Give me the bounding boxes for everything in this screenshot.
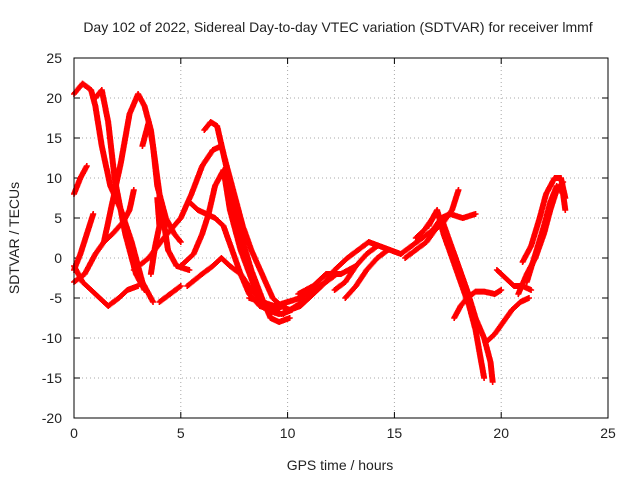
series-arc-j (156, 283, 184, 305)
y-tick-label: -5 (50, 290, 63, 306)
series-arc-x (425, 211, 496, 385)
y-axis-label: SDTVAR / TECUs (6, 182, 22, 294)
data-markers (71, 80, 569, 385)
x-tick-label: 0 (70, 425, 78, 441)
y-tick-label: -10 (42, 330, 62, 346)
y-tick-label: -15 (42, 370, 62, 386)
marker-trace (483, 295, 532, 345)
axis-ticks: 0 5 10 15 20 25 -20 -15 -10 -5 0 5 10 15 20 25 (42, 50, 616, 441)
series-arc-f (71, 263, 142, 309)
marker-trace (100, 91, 193, 273)
marker-trace (519, 175, 569, 265)
series-arc-s (331, 243, 381, 293)
y-tick-label: 20 (46, 90, 62, 106)
series-arc-l (201, 119, 293, 325)
marker-trace (451, 287, 505, 321)
y-tick-label: 25 (46, 50, 62, 66)
y-tick-label: -20 (42, 410, 62, 426)
marker-trace (342, 247, 391, 301)
x-tick-label: 10 (280, 425, 296, 441)
marker-trace (201, 119, 293, 325)
series-arc-y (451, 287, 505, 321)
y-tick-label: 15 (46, 130, 62, 146)
x-tick-label: 15 (387, 425, 403, 441)
series-arc-r (295, 263, 359, 297)
x-axis-label: GPS time / hours (287, 457, 394, 473)
chart-title: Day 102 of 2022, Sidereal Day-to-day VTE… (83, 19, 592, 35)
x-tick-label: 25 (600, 425, 616, 441)
marker-trace (147, 195, 163, 277)
marker-trace (71, 263, 142, 309)
marker-trace (331, 243, 381, 293)
y-tick-label: 5 (54, 210, 62, 226)
y-tick-label: 10 (46, 170, 62, 186)
x-tick-label: 5 (177, 425, 185, 441)
y-tick-label: 0 (54, 250, 62, 266)
x-tick-label: 20 (493, 425, 509, 441)
plot-frame (73, 57, 609, 419)
marker-trace (156, 283, 184, 305)
marker-trace (425, 211, 496, 385)
series-arc-t (342, 247, 391, 301)
series-arc-ad (519, 175, 569, 265)
series-arc-i (147, 195, 163, 277)
series-arc-z (483, 295, 532, 345)
series-arc-c (100, 91, 193, 273)
marker-trace (295, 263, 359, 297)
